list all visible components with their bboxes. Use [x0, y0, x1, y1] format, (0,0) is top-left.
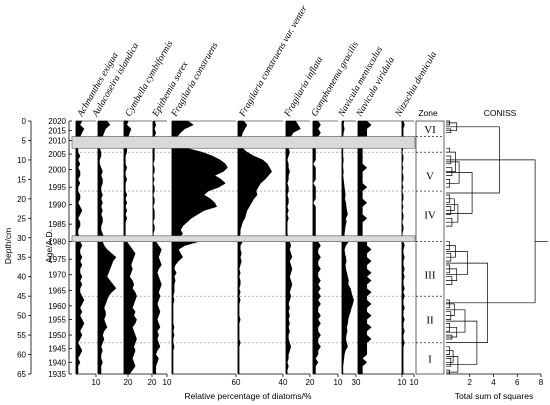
coniss-dendrogram: 2 4 6 8 [446, 120, 548, 387]
panel-tick-label: 60 [232, 378, 241, 387]
coniss-axis-label: Total sum of squares [455, 391, 533, 401]
series-area [312, 120, 321, 375]
depth-tick-label: 0 [22, 117, 27, 126]
depth-tick-label: 5 [22, 136, 27, 145]
age-tick-label: 1980 [48, 238, 66, 247]
zone-label: I [428, 353, 432, 365]
series-area [97, 120, 117, 375]
zone-label: VI [424, 124, 436, 136]
coniss-tick-label: 4 [491, 378, 496, 387]
panel-tick-label: 10 [398, 378, 407, 387]
panel-tick-label: 20 [306, 378, 315, 387]
coniss-tick-label: 8 [539, 378, 544, 387]
depth-tick-label: 10 [17, 156, 26, 165]
x-axis-label: Relative percentage of diatoms/% [184, 391, 312, 401]
depth-tick-label: 15 [17, 175, 26, 184]
panel-tick-label: 10 [92, 378, 101, 387]
depth-tick-label: 60 [17, 351, 26, 360]
age-tick-label: 1960 [48, 302, 66, 311]
zone-label: II [426, 315, 434, 327]
panel-tick-label: 40 [279, 378, 288, 387]
depth-tick-label: 25 [17, 214, 26, 223]
zone-label: IV [424, 209, 436, 221]
series-area [285, 120, 301, 375]
series-area [171, 120, 228, 375]
panel-tick-label: 10 [163, 378, 172, 387]
depth-tick-label: 40 [17, 273, 26, 282]
depth-tick-label: 65 [17, 370, 26, 379]
zone-label: V [426, 170, 434, 182]
series-area [123, 120, 137, 375]
sample-gap-bands [71, 136, 416, 242]
age-tick-label: 1945 [48, 345, 66, 354]
depth-axis-label: Depth/cm [3, 228, 13, 264]
species-name: Gomphonema gracilis [310, 40, 361, 119]
age-tick-label: 2000 [48, 166, 66, 175]
series-area [152, 120, 162, 375]
zone-label: III [425, 270, 436, 282]
depth-tick-label: 45 [17, 292, 26, 301]
depth-tick-label: 55 [17, 331, 26, 340]
series-area [75, 120, 85, 375]
panel-tick-label: 10 [334, 378, 343, 387]
age-tick-label: 1995 [48, 183, 66, 192]
zone-header: Zone [418, 108, 438, 118]
dendrogram-branches [446, 120, 536, 375]
age-tick-label: 1985 [48, 220, 66, 229]
age-tick-label: 2015 [48, 127, 66, 136]
age-tick-label: 2020 [48, 117, 66, 126]
series-area [401, 120, 405, 375]
age-tick-label: 1950 [48, 331, 66, 340]
coniss-title: CONISS [484, 108, 517, 118]
series-area [357, 120, 372, 375]
gap-band [71, 136, 416, 149]
zone-frame [415, 120, 445, 375]
panel-tick-label: 30 [352, 378, 361, 387]
panel-tick-label: 20 [148, 378, 157, 387]
series-area [237, 120, 273, 375]
depth-tick-label: 35 [17, 253, 26, 262]
age-tick-label: 1935 [48, 370, 66, 379]
coniss-tick-label: 2 [468, 378, 473, 387]
age-axis-label: Age/A.D. [44, 229, 54, 263]
age-tick-label: 2005 [48, 150, 66, 159]
depth-tick-label: 30 [17, 234, 26, 243]
age-tick-label: 2010 [48, 136, 66, 145]
age-tick-label: 1955 [48, 316, 66, 325]
age-tick-label: 1940 [48, 358, 66, 367]
age-tick-label: 1990 [48, 201, 66, 210]
age-tick-label: 1965 [48, 286, 66, 295]
age-tick-label: 1975 [48, 255, 66, 264]
coniss-tick-label: 6 [515, 378, 520, 387]
depth-tick-label: 50 [17, 312, 26, 321]
age-tick-label: 1970 [48, 271, 66, 280]
series-area [341, 120, 354, 375]
depth-tick-label: 20 [17, 195, 26, 204]
gap-band [71, 235, 416, 242]
panel-tick-label: 10 [410, 378, 419, 387]
panel-tick-label: 20 [124, 378, 133, 387]
